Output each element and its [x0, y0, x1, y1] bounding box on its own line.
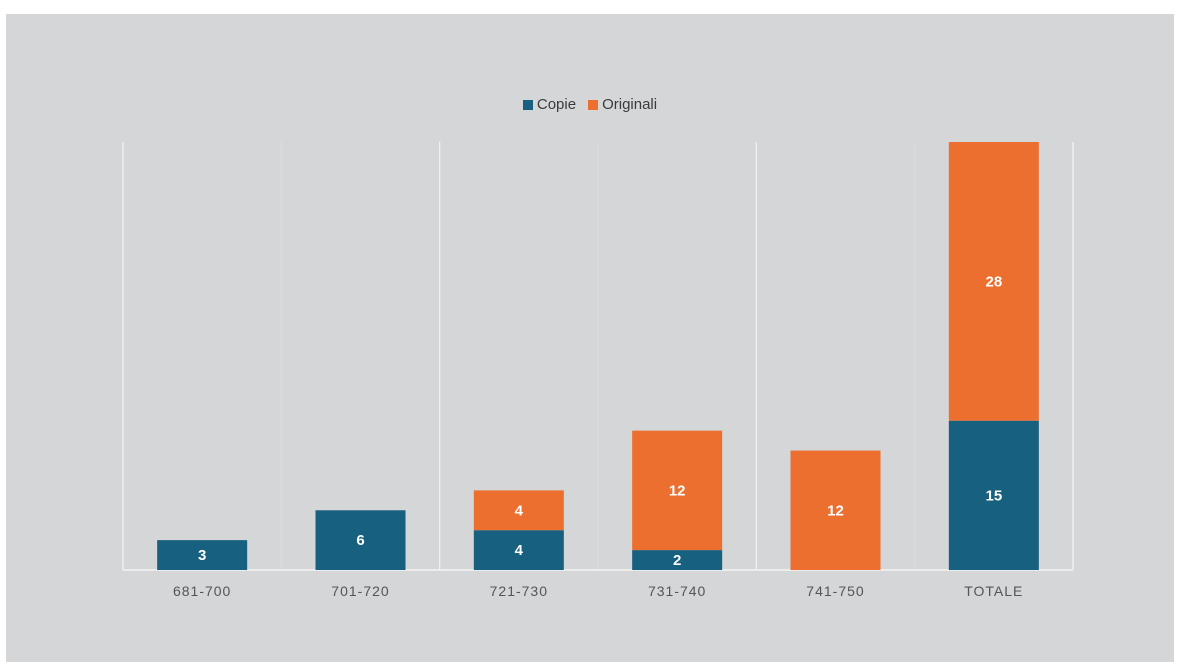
- data-label-copie-731-740: 2: [673, 552, 681, 569]
- x-tick-label: 731-740: [648, 583, 706, 599]
- bar-copie-681-700: [157, 540, 248, 570]
- legend-swatch-originali: [588, 99, 599, 110]
- data-label-originali-741-750: 12: [827, 502, 844, 519]
- legend-entry-originali: Originali: [588, 96, 657, 113]
- bar-copie-721-730: [473, 530, 564, 570]
- legend-label-copie: Copie: [536, 96, 577, 113]
- data-label-copie-681-700: 3: [198, 547, 206, 564]
- x-tick-label: 741-750: [806, 583, 864, 599]
- data-label-originali-731-740: 12: [669, 482, 686, 499]
- bar-originali-731-740: [632, 430, 723, 551]
- data-label-copie-721-730: 4: [515, 542, 524, 559]
- bar-originali-721-730: [473, 490, 564, 531]
- x-tick-label: 681-700: [173, 583, 231, 599]
- x-tick-label: 721-730: [490, 583, 548, 599]
- bar-copie-701-720: [315, 510, 406, 570]
- data-label-originali-721-730: 4: [515, 502, 524, 519]
- legend-label-originali: Originali: [602, 96, 658, 113]
- bar-copie-totale: [948, 420, 1039, 570]
- x-tick-label: 701-720: [331, 583, 389, 599]
- bar-originali-totale: [948, 142, 1039, 421]
- data-label-originali-totale: 28: [985, 273, 1002, 290]
- legend-swatch-copie: [522, 99, 533, 110]
- x-tick-label: TOTALE: [964, 583, 1023, 599]
- bar-originali-741-750: [790, 450, 881, 570]
- data-label-copie-totale: 15: [985, 487, 1002, 504]
- bar-copie-731-740: [632, 550, 723, 570]
- data-label-copie-701-720: 6: [356, 532, 364, 549]
- legend-entry-copie: Copie: [522, 96, 577, 113]
- chart-legend: Copie Originali: [0, 96, 1180, 113]
